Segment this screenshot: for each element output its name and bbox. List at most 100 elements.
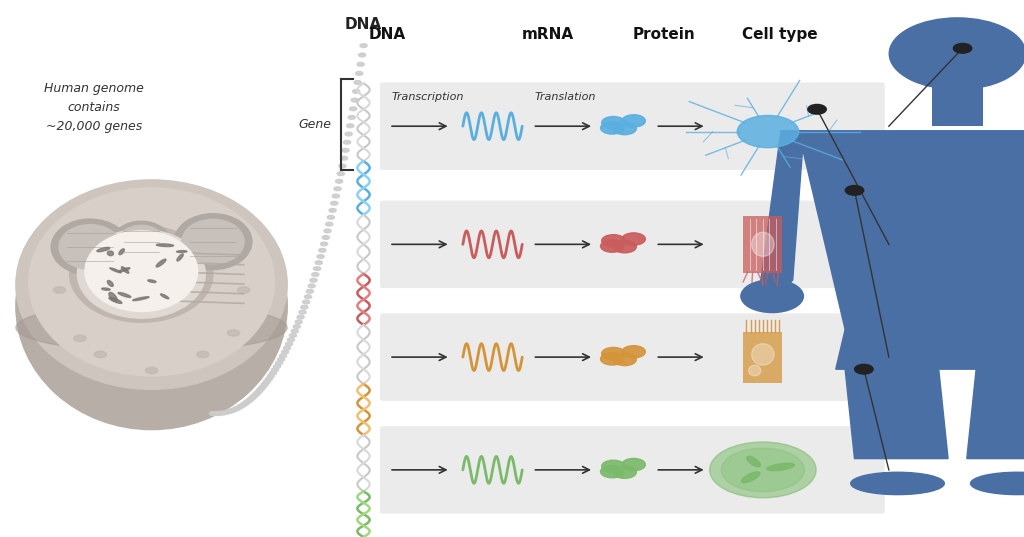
Text: DNA: DNA [369, 27, 406, 42]
Circle shape [197, 351, 209, 358]
Ellipse shape [147, 280, 156, 282]
Ellipse shape [741, 472, 760, 483]
Circle shape [323, 236, 330, 240]
Circle shape [303, 300, 310, 304]
Ellipse shape [77, 230, 205, 318]
Circle shape [622, 115, 645, 127]
Circle shape [269, 371, 276, 375]
Circle shape [280, 354, 287, 358]
Circle shape [275, 361, 283, 365]
Circle shape [228, 409, 236, 412]
Circle shape [226, 410, 233, 413]
Circle shape [288, 338, 295, 342]
Polygon shape [799, 131, 1024, 330]
Circle shape [293, 325, 300, 329]
Circle shape [53, 287, 66, 293]
Ellipse shape [122, 267, 129, 273]
Polygon shape [761, 131, 804, 280]
Circle shape [242, 402, 249, 405]
Ellipse shape [746, 456, 761, 467]
Circle shape [278, 358, 285, 361]
Ellipse shape [51, 219, 129, 275]
Ellipse shape [174, 214, 252, 270]
Circle shape [290, 333, 297, 337]
Circle shape [602, 235, 625, 247]
Circle shape [311, 273, 318, 277]
Circle shape [354, 81, 361, 84]
Circle shape [741, 280, 804, 313]
Circle shape [324, 229, 331, 233]
Polygon shape [845, 369, 948, 459]
FancyBboxPatch shape [380, 426, 885, 513]
Ellipse shape [851, 472, 944, 495]
Circle shape [263, 380, 270, 384]
Ellipse shape [15, 303, 287, 352]
Circle shape [953, 43, 972, 53]
Circle shape [265, 377, 272, 381]
Circle shape [329, 208, 336, 212]
FancyBboxPatch shape [380, 314, 885, 401]
Circle shape [355, 71, 362, 75]
Ellipse shape [119, 268, 130, 272]
Circle shape [321, 242, 328, 246]
Circle shape [358, 53, 366, 57]
Circle shape [145, 367, 158, 374]
FancyBboxPatch shape [380, 82, 885, 170]
Ellipse shape [177, 254, 183, 261]
Ellipse shape [157, 244, 174, 246]
Circle shape [273, 365, 281, 368]
Ellipse shape [752, 232, 774, 256]
Circle shape [244, 400, 251, 404]
Circle shape [282, 350, 289, 354]
Ellipse shape [971, 472, 1024, 495]
Circle shape [845, 186, 863, 195]
Circle shape [232, 407, 240, 411]
Circle shape [212, 412, 219, 416]
Circle shape [267, 374, 274, 378]
Circle shape [219, 411, 226, 415]
Circle shape [306, 289, 313, 293]
Circle shape [613, 466, 636, 478]
Circle shape [230, 408, 238, 412]
Circle shape [600, 122, 624, 134]
Circle shape [710, 442, 816, 498]
Ellipse shape [749, 365, 761, 376]
Circle shape [304, 295, 311, 299]
Circle shape [291, 329, 298, 333]
Circle shape [333, 194, 340, 198]
Ellipse shape [15, 180, 287, 389]
Circle shape [313, 267, 321, 271]
Circle shape [346, 124, 353, 128]
Ellipse shape [109, 293, 117, 301]
Circle shape [255, 390, 262, 394]
Ellipse shape [85, 231, 198, 311]
Ellipse shape [119, 226, 164, 258]
Circle shape [357, 62, 365, 66]
Text: Gene: Gene [299, 118, 332, 132]
Circle shape [600, 353, 624, 365]
Ellipse shape [133, 297, 150, 301]
Polygon shape [967, 369, 1024, 459]
Ellipse shape [109, 297, 122, 303]
Circle shape [234, 406, 242, 410]
Circle shape [284, 346, 291, 350]
Circle shape [721, 448, 805, 492]
Circle shape [297, 315, 304, 319]
Circle shape [737, 115, 799, 148]
Circle shape [889, 18, 1024, 90]
Circle shape [622, 233, 645, 245]
Circle shape [240, 403, 247, 407]
Circle shape [74, 335, 86, 342]
Circle shape [339, 164, 346, 168]
Circle shape [340, 156, 347, 160]
Circle shape [214, 412, 221, 416]
Circle shape [257, 388, 264, 391]
Circle shape [349, 107, 356, 111]
Circle shape [352, 90, 359, 93]
Circle shape [336, 179, 343, 183]
Ellipse shape [119, 249, 124, 255]
Circle shape [259, 385, 266, 389]
Circle shape [238, 404, 245, 408]
Ellipse shape [59, 224, 121, 270]
Circle shape [613, 241, 636, 253]
